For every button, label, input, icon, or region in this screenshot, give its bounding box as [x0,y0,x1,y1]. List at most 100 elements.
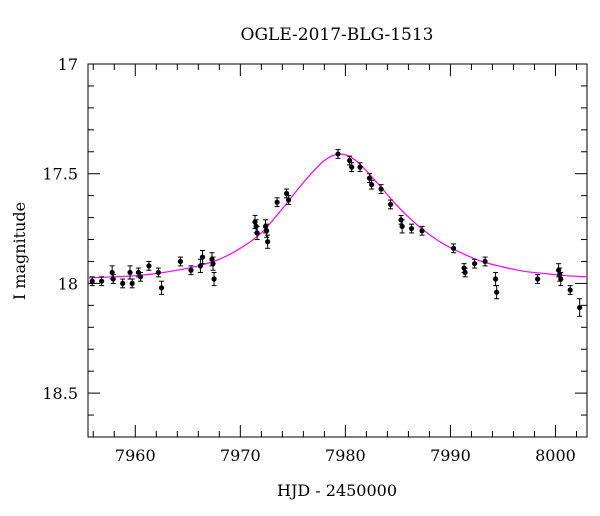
data-point [357,162,363,173]
point-marker [577,304,583,311]
data-point [137,271,144,282]
point-marker [408,225,415,232]
data-point [335,149,341,159]
data-point [482,256,488,267]
x-axis-label: HJD - 2450000 [277,481,397,500]
data-point [558,271,564,287]
point-marker [197,263,204,269]
data-point [120,278,126,289]
point-marker [286,197,292,203]
data-point [535,274,541,284]
data-point [387,199,394,210]
data-point [577,298,583,317]
data-point [567,285,573,295]
point-marker [127,269,133,276]
x-tick-label: 7980 [325,446,366,465]
axis-ticks: 7960 7970 7980 7990 8000 17 17.5 18 18.5 [42,55,587,465]
point-marker [265,239,271,245]
x-tick-label: 7970 [220,446,261,465]
data-point [494,285,500,300]
data-points-layer [89,149,583,317]
data-point [419,225,425,236]
data-point [265,234,271,249]
point-marker [357,164,363,170]
point-marker [129,280,135,287]
data-point [199,250,206,265]
plot-frame [87,63,588,438]
x-tick-label: 8000 [535,446,576,465]
point-marker [346,157,353,164]
model-curve-layer [87,153,588,279]
y-tick-label: 18.5 [42,384,78,403]
data-point [378,184,384,194]
point-marker [482,258,488,265]
point-marker [274,199,280,205]
point-marker [493,276,499,282]
data-point [399,219,405,234]
point-marker [188,267,194,273]
point-marker [419,228,425,234]
data-point [177,256,184,267]
data-point [462,267,468,278]
data-point [493,271,499,287]
point-marker [199,254,206,260]
point-marker [349,164,355,170]
data-point [127,265,133,280]
data-point [188,265,194,276]
point-marker [99,278,105,284]
point-marker [177,258,184,265]
data-point [89,276,95,287]
point-marker [450,245,457,251]
point-marker [137,274,144,280]
y-tick-label: 17 [58,55,78,74]
x-tick-label: 7960 [115,446,156,465]
point-marker [567,287,573,293]
point-marker [378,186,384,192]
point-marker [558,276,564,282]
data-point [129,278,135,289]
data-point [450,243,457,254]
point-marker [335,151,341,157]
x-tick-label: 7990 [430,446,471,465]
point-marker [494,289,500,295]
point-marker [120,280,126,287]
model-curve [87,153,588,279]
data-point [408,223,415,234]
point-marker [158,285,165,291]
point-marker [369,182,375,188]
point-marker [283,190,290,197]
data-point [274,197,280,208]
point-marker [210,261,216,267]
point-marker [471,261,478,267]
point-marker [146,263,152,269]
data-point [210,256,216,271]
data-point [110,274,116,284]
chart-title: OGLE-2017-BLG-1513 [241,25,434,45]
data-point [99,276,105,287]
data-point [286,195,292,205]
data-point [197,258,204,273]
point-marker [462,269,468,276]
data-point [349,162,355,173]
data-point [155,267,161,278]
point-marker [535,276,541,282]
y-axis-label: I magnitude [10,202,29,300]
data-point [158,280,165,295]
data-point [369,179,375,190]
data-point [254,225,260,241]
point-marker [387,201,394,208]
data-point [211,271,217,287]
data-point [146,260,152,271]
point-marker [254,230,260,236]
point-marker [89,278,95,284]
y-tick-label: 17.5 [42,165,78,184]
point-marker [155,269,161,276]
point-marker [263,228,270,234]
y-tick-label: 18 [58,274,78,293]
point-marker [110,276,116,282]
point-marker [399,223,405,229]
point-marker [366,175,373,181]
data-point [471,258,478,269]
